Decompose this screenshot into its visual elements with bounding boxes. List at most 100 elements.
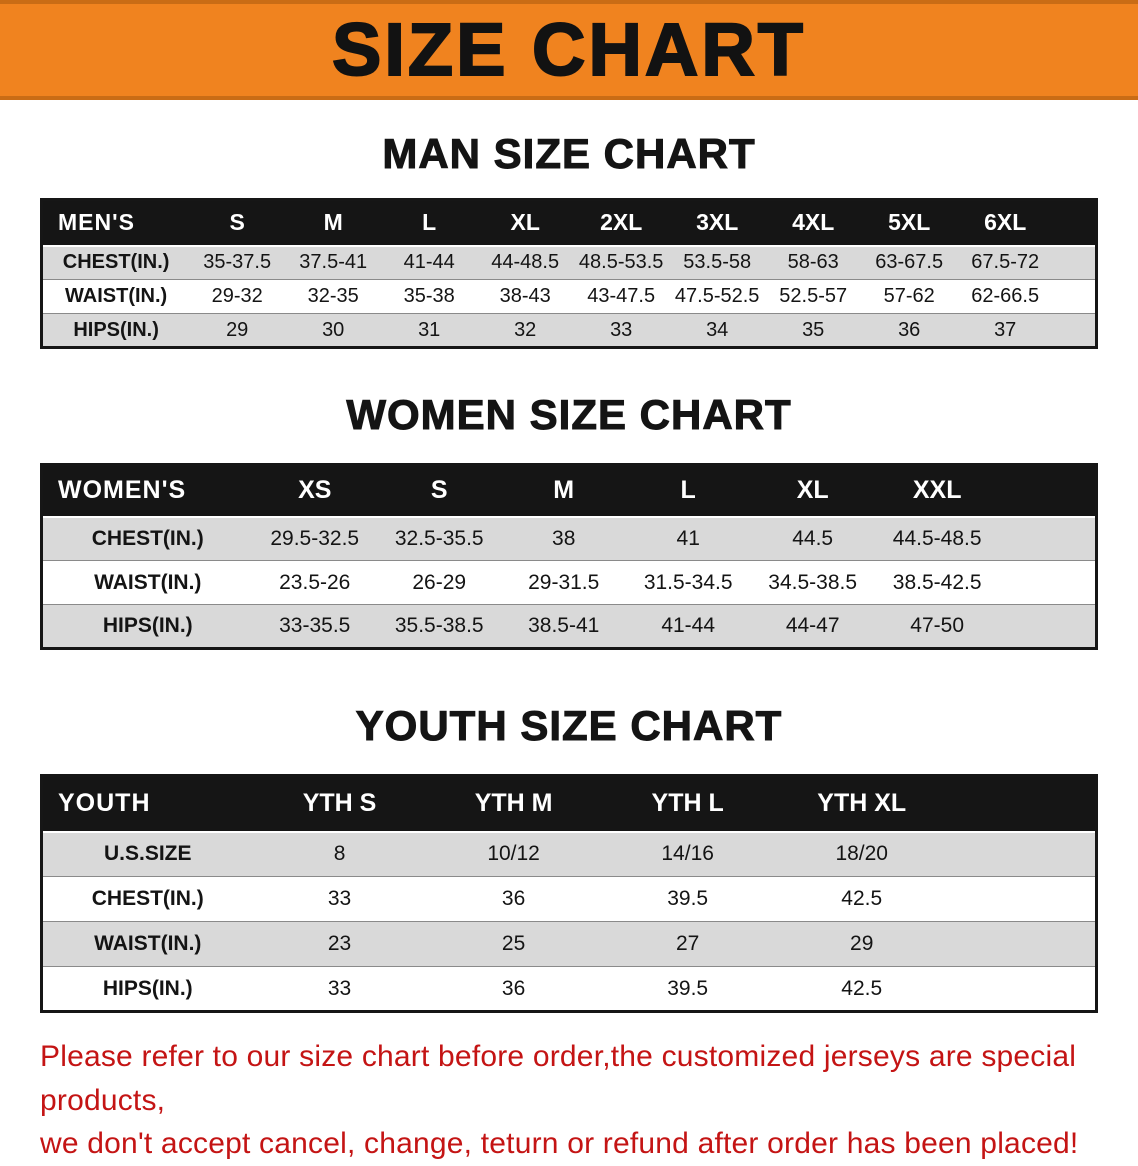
row-label: WAIST(IN.) [41,279,190,314]
table-corner-label: YOUTH [41,775,253,833]
column-header: 3XL [669,199,766,247]
youth-section: YOUTH SIZE CHART YOUTH YTH S YTH M YTH L YTH… [0,702,1138,1013]
size-value-cell: 39.5 [600,966,775,1012]
size-value-cell: 63-67.5 [861,245,958,280]
column-header: S [189,199,286,247]
size-value-cell: 29-32 [189,279,286,314]
disclaimer-line-2: we don't accept cancel, change, teturn o… [40,1127,1079,1160]
column-header: YTH L [600,775,775,833]
size-value-cell: 18/20 [774,831,949,877]
table-header-row: WOMEN'S XS S M L XL XXL [41,464,1097,518]
column-header: 4XL [765,199,862,247]
column-header: YTH S [252,775,427,833]
size-value-cell: 42.5 [774,876,949,922]
table-header-row: MEN'S S M L XL 2XL 3XL 4XL 5XL 6XL [41,199,1097,247]
row-filler-cell [999,560,1097,605]
row-label: WAIST(IN.) [41,921,253,967]
column-header: XL [477,199,574,247]
header-filler-cell [948,775,1097,833]
youth-size-table-body: YOUTH YTH S YTH M YTH L YTH XL U.S.SIZE 8 10/12… [41,775,1097,1012]
column-header: XS [252,464,377,518]
row-filler-cell [1053,313,1097,348]
size-value-cell: 32-35 [285,279,382,314]
size-value-cell: 33 [252,876,427,922]
men-size-table: MEN'S S M L XL 2XL 3XL 4XL 5XL 6XL CHEST(IN.) 35-37… [40,198,1098,349]
row-label: CHEST(IN.) [41,245,190,280]
size-value-cell: 35.5-38.5 [376,604,502,649]
table-row: CHEST(IN.) 35-37.5 37.5-41 41-44 44-48.5 48.5… [41,245,1097,280]
table-row: HIPS(IN.) 33-35.5 35.5-38.5 38.5-41 41-44 44-… [41,604,1097,649]
table-row: U.S.SIZE 8 10/12 14/16 18/20 [41,831,1097,877]
table-row: CHEST(IN.) 29.5-32.5 32.5-35.5 38 41 44.5 44.5… [41,516,1097,561]
table-row: WAIST(IN.) 23.5-26 26-29 29-31.5 31.5-34.5 34… [41,560,1097,605]
size-value-cell: 23.5-26 [252,560,377,605]
row-label: HIPS(IN.) [41,604,253,649]
row-filler-cell [948,831,1097,877]
disclaimer-line-1: Please refer to our size chart before or… [40,1040,1077,1117]
size-value-cell: 48.5-53.5 [573,245,670,280]
size-chart-banner: SIZE CHART [0,0,1138,100]
size-value-cell: 38.5-41 [501,604,626,649]
size-value-cell: 62-66.5 [957,279,1054,314]
header-filler-cell [1053,199,1097,247]
size-value-cell: 38-43 [477,279,574,314]
table-header-row: YOUTH YTH S YTH M YTH L YTH XL [41,775,1097,833]
row-filler-cell [999,604,1097,649]
women-section: WOMEN SIZE CHART WOMEN'S XS S M L XL XXL CHEST(… [0,391,1138,650]
size-value-cell: 29 [189,313,286,348]
size-value-cell: 25 [426,921,601,967]
size-value-cell: 35 [765,313,862,348]
row-filler-cell [948,966,1097,1012]
size-value-cell: 27 [600,921,775,967]
size-value-cell: 31 [381,313,478,348]
size-value-cell: 67.5-72 [957,245,1054,280]
size-value-cell: 42.5 [774,966,949,1012]
size-value-cell: 38.5-42.5 [874,560,1000,605]
men-section-heading: MAN SIZE CHART [382,130,756,178]
size-value-cell: 53.5-58 [669,245,766,280]
row-label: HIPS(IN.) [41,966,253,1012]
size-value-cell: 10/12 [426,831,601,877]
column-header: XL [750,464,875,518]
size-value-cell: 29 [774,921,949,967]
column-header: 5XL [861,199,958,247]
column-header: 6XL [957,199,1054,247]
size-value-cell: 29-31.5 [501,560,626,605]
column-header: L [381,199,478,247]
size-value-cell: 33 [252,966,427,1012]
row-label: CHEST(IN.) [41,516,253,561]
table-corner-label: WOMEN'S [41,464,253,518]
row-label: U.S.SIZE [41,831,253,877]
table-row: CHEST(IN.) 33 36 39.5 42.5 [41,876,1097,922]
size-value-cell: 44.5 [750,516,875,561]
table-row: WAIST(IN.) 23 25 27 29 [41,921,1097,967]
size-value-cell: 31.5-34.5 [625,560,751,605]
size-value-cell: 57-62 [861,279,958,314]
men-size-table-body: MEN'S S M L XL 2XL 3XL 4XL 5XL 6XL CHEST(IN.) 35-37… [41,199,1097,348]
size-value-cell: 8 [252,831,427,877]
size-value-cell: 23 [252,921,427,967]
size-value-cell: 30 [285,313,382,348]
women-size-table: WOMEN'S XS S M L XL XXL CHEST(IN.) 29.5-32.5 32.5… [40,463,1098,650]
size-value-cell: 33 [573,313,670,348]
size-value-cell: 43-47.5 [573,279,670,314]
table-row: HIPS(IN.) 33 36 39.5 42.5 [41,966,1097,1012]
size-value-cell: 26-29 [376,560,502,605]
size-value-cell: 44.5-48.5 [874,516,1000,561]
row-filler-cell [1053,245,1097,280]
size-value-cell: 14/16 [600,831,775,877]
size-value-cell: 32 [477,313,574,348]
column-header: S [376,464,502,518]
row-label: WAIST(IN.) [41,560,253,605]
size-value-cell: 36 [861,313,958,348]
column-header: M [501,464,626,518]
size-value-cell: 37.5-41 [285,245,382,280]
row-filler-cell [948,876,1097,922]
men-section: MAN SIZE CHART MEN'S S M L XL 2XL 3XL 4XL 5XL 6XL… [0,130,1138,349]
size-value-cell: 33-35.5 [252,604,377,649]
size-value-cell: 44-48.5 [477,245,574,280]
row-filler-cell [1053,279,1097,314]
row-filler-cell [948,921,1097,967]
table-corner-label: MEN'S [41,199,190,247]
disclaimer-note: Please refer to our size chart before or… [40,1035,1098,1166]
